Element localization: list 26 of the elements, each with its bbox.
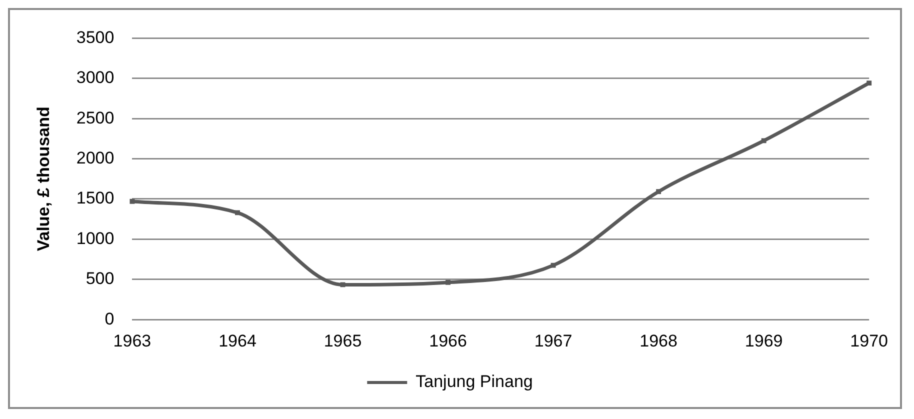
x-tick-label: 1970: [850, 331, 888, 350]
y-axis-title: Value, £ thousand: [34, 106, 53, 252]
x-tick-label: 1965: [324, 331, 362, 350]
x-tick-label: 1967: [534, 331, 572, 350]
x-tick-label: 1964: [218, 331, 256, 350]
point: [656, 189, 662, 194]
point: [761, 138, 766, 144]
y-tick-label: 2500: [76, 108, 114, 128]
y-tick-label: 3000: [76, 68, 114, 88]
point: [550, 262, 556, 268]
point: [866, 80, 872, 86]
point: [446, 280, 450, 285]
y-tick-label: 2000: [76, 148, 114, 168]
x-tick-label: 1969: [744, 331, 783, 350]
legend-label: Tanjung Pinang: [416, 372, 533, 392]
y-tick-label: 3500: [76, 28, 114, 47]
point: [340, 282, 346, 288]
x-tick-label: 1963: [113, 331, 152, 350]
point: [130, 198, 135, 204]
x-tick-label: 1966: [429, 331, 467, 350]
x-tick-label: 1968: [640, 331, 678, 350]
point: [235, 210, 240, 216]
y-tick-label: 500: [86, 269, 114, 288]
y-tick-label: 0: [104, 309, 114, 328]
y-tick-label: 1500: [76, 188, 114, 208]
y-tick-label: 1000: [76, 228, 114, 248]
